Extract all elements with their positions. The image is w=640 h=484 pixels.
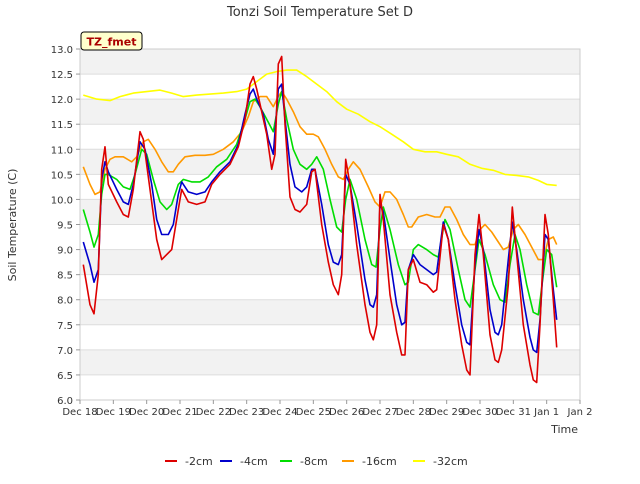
x-tick-label: Dec 29 [429,407,464,418]
x-tick-label: Dec 18 [62,407,97,418]
x-tick-label: Dec 27 [362,407,397,418]
axis-ticks: 6.0 6.5 7.0 7.5 8.0 8.5 9.0 9.5 10.0 10.5 11.0 11.5… [51,45,593,418]
y-tick-label: 7.5 [57,321,73,332]
legend-label: -2cm [185,455,213,468]
y-tick-label: 8.0 [57,296,73,307]
x-axis-label: Time [550,423,578,436]
x-tick-label: Dec 21 [162,407,197,418]
y-tick-label: 6.0 [57,396,73,407]
x-tick-label: Dec 24 [262,407,297,418]
legend-label: -32cm [433,455,468,468]
x-tick-label: Dec 22 [196,407,231,418]
x-tick-label: Dec 20 [129,407,164,418]
x-tick-label: Jan 2 [567,407,593,418]
y-tick-label: 11.5 [51,120,73,131]
chart-title: Tonzi Soil Temperature Set D [226,5,413,20]
x-tick-label: Dec 31 [496,407,531,418]
y-tick-label: 9.0 [57,246,73,257]
x-tick-label: Jan 1 [533,407,559,418]
series-line-32cm [83,69,557,187]
x-tick-label: Dec 23 [229,407,264,418]
legend: -2cm -4cm -8cm -16cm -32cm [165,455,468,468]
series-line-16cm [82,90,558,261]
x-tick-label: Dec 28 [396,407,431,418]
legend-label: -4cm [240,455,268,468]
grid-band [80,349,580,375]
y-tick-label: 6.5 [57,371,73,382]
y-tick-label: 10.5 [51,170,73,181]
tz-badge-label: TZ_fmet [87,36,137,49]
x-tick-label: Dec 19 [96,407,131,418]
y-tick-label: 11.0 [51,145,73,156]
y-tick-label: 12.0 [51,95,73,106]
grid-band [80,49,580,75]
grid-band [80,99,580,125]
x-tick-label: Dec 30 [462,407,497,418]
series-line-2cm [82,55,558,384]
y-tick-label: 7.0 [57,346,73,357]
legend-label: -8cm [300,455,328,468]
x-tick-label: Dec 25 [296,407,331,418]
y-tick-label: 10.0 [51,195,73,206]
series-lines [82,55,558,384]
grid-band [80,199,580,225]
y-tick-label: 9.5 [57,221,73,232]
y-tick-label: 8.5 [57,271,73,282]
y-axis-label: Soil Temperature (C) [6,169,19,282]
tz-badge: TZ_fmet [80,31,143,51]
x-tick-label: Dec 26 [329,407,364,418]
grid-band [80,299,580,325]
tz-badge-box [80,31,143,51]
y-tick-label: 13.0 [51,45,73,56]
legend-label: -16cm [362,455,397,468]
y-tick-label: 12.5 [51,70,73,81]
series-line-4cm [82,83,558,354]
